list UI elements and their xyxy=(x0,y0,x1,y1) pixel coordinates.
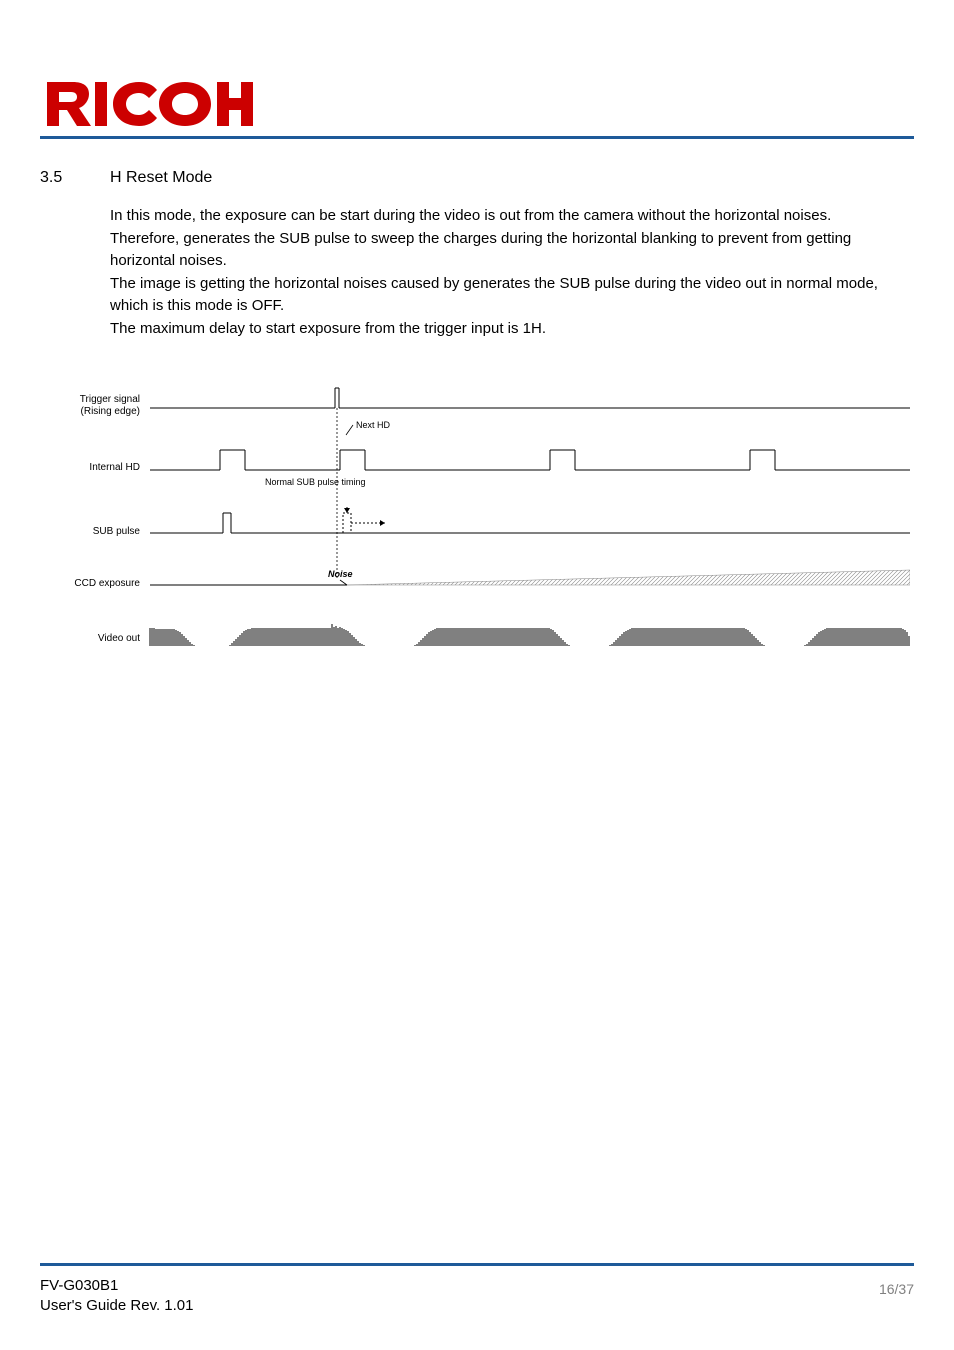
label-normal-sub: Normal SUB pulse timing xyxy=(265,477,366,487)
body-p2: Therefore, generates the SUB pulse to sw… xyxy=(110,228,914,273)
timing-diagram: Trigger signal(Rising edge) Internal HD … xyxy=(40,380,910,680)
ricoh-logo xyxy=(45,80,914,128)
section-number: 3.5 xyxy=(40,169,110,187)
label-ccd-exposure: CCD exposure xyxy=(40,578,140,589)
header-rule xyxy=(40,136,914,139)
footer-model: FV-G030B1 xyxy=(40,1276,194,1296)
label-internal-hd: Internal HD xyxy=(40,462,140,473)
body-p4: The maximum delay to start exposure from… xyxy=(110,318,914,341)
footer-left: FV-G030B1 User's Guide Rev. 1.01 xyxy=(40,1276,194,1315)
footer-page: 16/37 xyxy=(879,1281,914,1297)
footer-rule xyxy=(40,1263,914,1266)
label-next-hd: Next HD xyxy=(356,420,390,430)
section-heading: 3.5 H Reset Mode xyxy=(40,169,914,187)
footer-guide: User's Guide Rev. 1.01 xyxy=(40,1296,194,1316)
label-noise: Noise xyxy=(328,569,353,579)
video-out-waveform xyxy=(40,624,910,654)
label-trigger: Trigger signal(Rising edge) xyxy=(40,394,140,418)
body-p3: The image is getting the horizontal nois… xyxy=(110,273,914,318)
section-title: H Reset Mode xyxy=(110,169,212,187)
label-sub-pulse: SUB pulse xyxy=(40,526,140,537)
page-footer: FV-G030B1 User's Guide Rev. 1.01 16/37 xyxy=(40,1263,914,1315)
body-text: In this mode, the exposure can be start … xyxy=(110,205,914,340)
body-p1: In this mode, the exposure can be start … xyxy=(110,205,914,228)
